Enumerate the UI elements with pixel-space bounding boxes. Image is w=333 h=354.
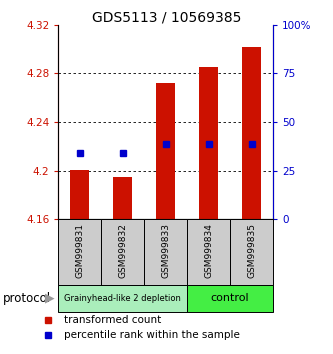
Text: GSM999831: GSM999831 — [75, 223, 84, 278]
Text: GSM999835: GSM999835 — [247, 223, 256, 278]
Text: Grainyhead-like 2 depletion: Grainyhead-like 2 depletion — [64, 294, 181, 303]
Bar — [187, 285, 273, 312]
Bar — [230, 219, 273, 285]
Text: GSM999834: GSM999834 — [204, 223, 213, 278]
Text: percentile rank within the sample: percentile rank within the sample — [64, 330, 240, 339]
Bar — [101, 219, 144, 285]
Text: ▶: ▶ — [45, 292, 55, 305]
Text: transformed count: transformed count — [64, 315, 161, 325]
Text: control: control — [211, 293, 249, 303]
Bar — [242, 47, 261, 219]
Bar — [144, 219, 187, 285]
Bar — [199, 67, 218, 219]
Text: GSM999832: GSM999832 — [118, 223, 127, 278]
Bar — [70, 170, 90, 219]
Bar — [58, 285, 187, 312]
Bar — [187, 219, 230, 285]
Bar — [113, 177, 133, 219]
Text: GSM999833: GSM999833 — [161, 223, 170, 278]
Text: GDS5113 / 10569385: GDS5113 / 10569385 — [92, 11, 241, 25]
Bar — [58, 219, 101, 285]
Text: protocol: protocol — [3, 292, 52, 305]
Bar — [156, 83, 175, 219]
